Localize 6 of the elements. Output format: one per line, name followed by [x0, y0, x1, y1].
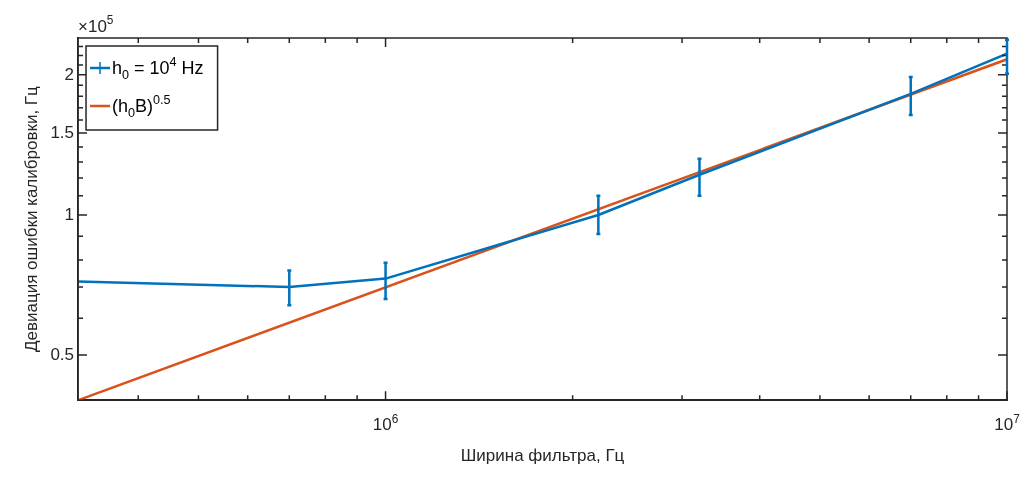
y-tick-label: 1.5 [50, 122, 75, 142]
x-axis-title: Ширина фильтра, Гц [460, 446, 625, 466]
y-tick-label: 0.5 [50, 344, 75, 364]
y-axis-title: Девиация ошибки калибровки, Гц [21, 85, 41, 352]
y-tick-label: 1 [64, 204, 75, 224]
y-tick-label: 2 [64, 64, 75, 84]
